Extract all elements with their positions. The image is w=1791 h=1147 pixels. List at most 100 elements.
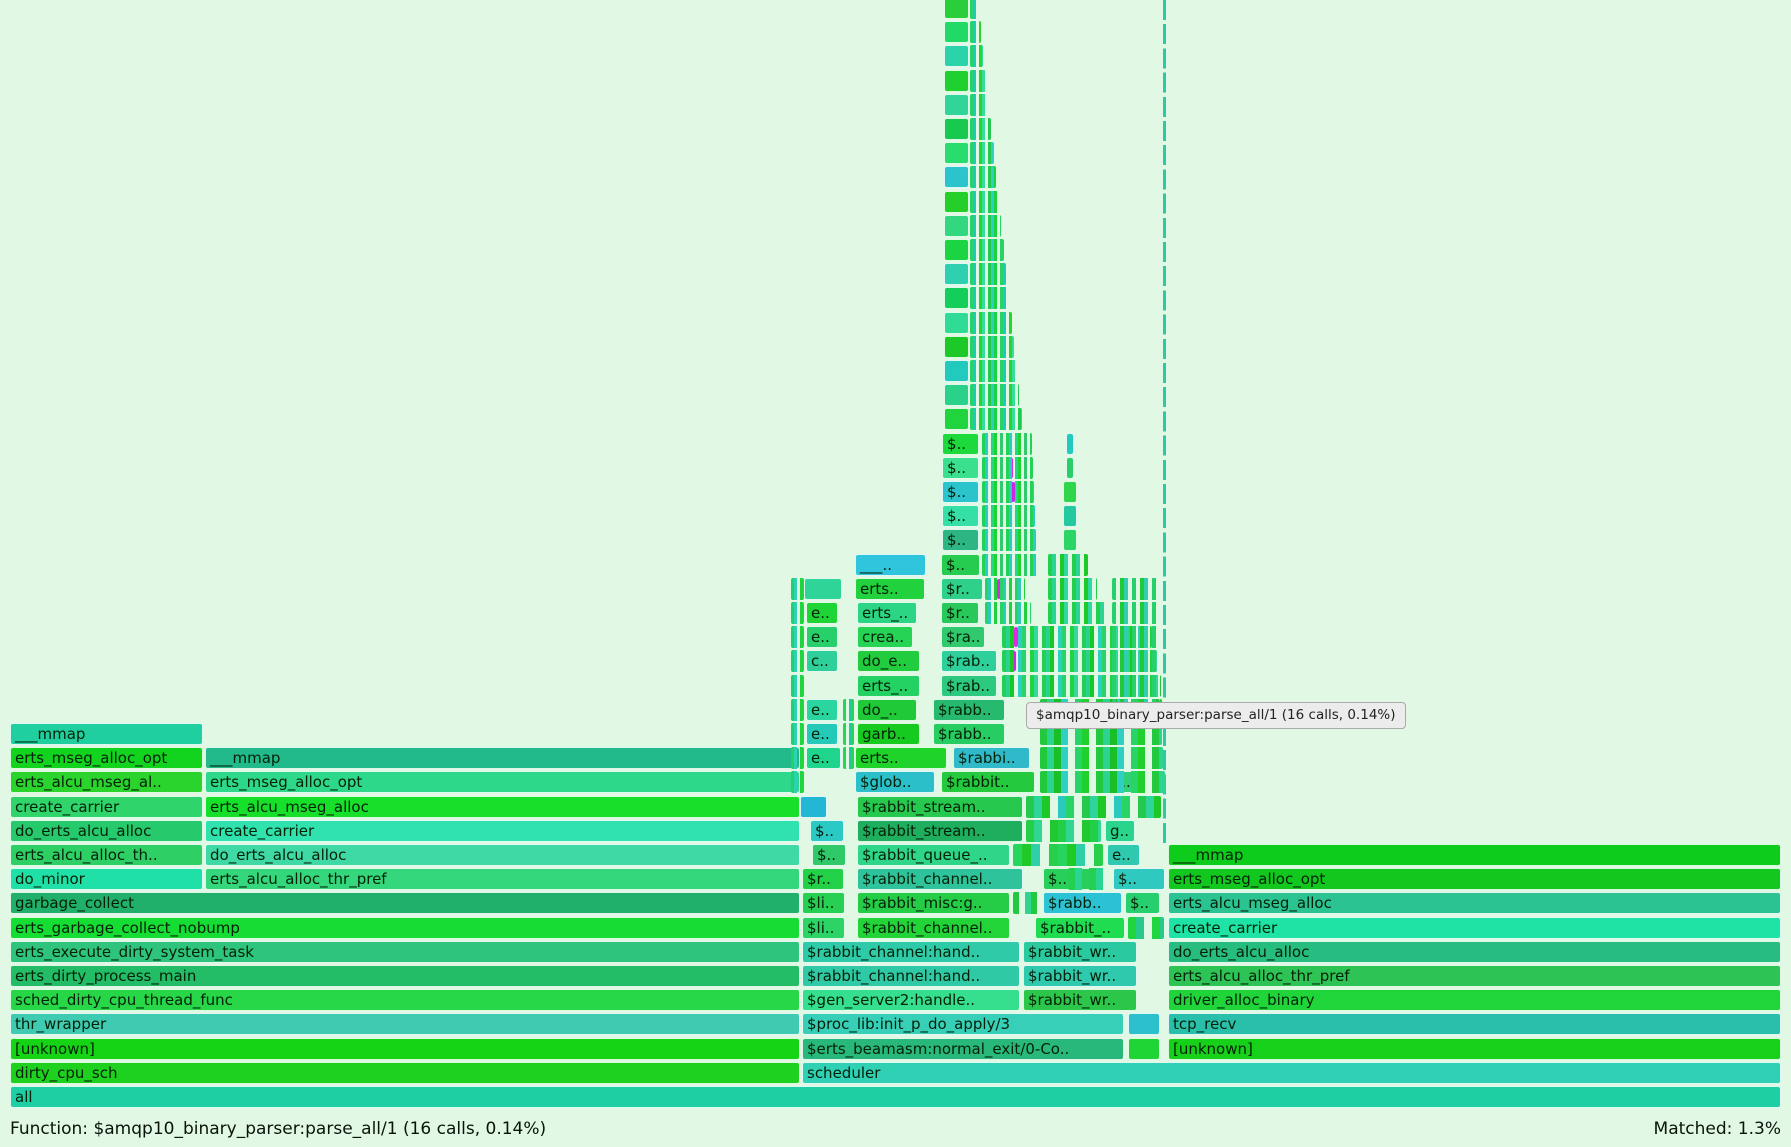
flame-frame[interactable]: $rabb.. <box>933 723 1005 745</box>
flame-frame-cluster[interactable] <box>1040 771 1165 794</box>
flame-frame-cluster[interactable] <box>791 577 804 600</box>
flame-frame[interactable]: $rabbit_wr.. <box>1023 989 1137 1012</box>
flame-frame[interactable]: e.. <box>806 698 838 721</box>
flame-frame[interactable] <box>944 142 969 165</box>
flame-frame[interactable] <box>804 577 842 600</box>
flame-frame-cluster[interactable] <box>970 408 1022 431</box>
flame-frame[interactable]: $rabb.. <box>1043 892 1122 915</box>
flame-frame-cluster[interactable] <box>970 190 999 213</box>
flame-frame-cluster[interactable] <box>970 263 1007 286</box>
flame-frame-cluster[interactable] <box>791 723 804 745</box>
flame-frame[interactable] <box>944 287 969 310</box>
flame-frame[interactable]: erts_alcu_mseg_alloc <box>1168 892 1781 915</box>
flame-frame-cluster[interactable] <box>791 771 804 794</box>
flame-frame-cluster[interactable] <box>970 21 981 44</box>
flame-frame-cluster[interactable] <box>1040 747 1164 770</box>
flame-frame-cluster[interactable] <box>970 239 1004 261</box>
flame-frame-cluster[interactable] <box>970 287 1010 310</box>
flame-frame[interactable]: do_minor <box>10 868 203 891</box>
flame-frame[interactable]: dirty_cpu_sch <box>10 1061 800 1084</box>
flame-frame[interactable]: $rabbit_wr.. <box>1023 940 1137 963</box>
flame-frame[interactable]: create_carrier <box>10 795 203 818</box>
flame-frame[interactable] <box>944 21 969 44</box>
flame-frame-cluster[interactable] <box>843 747 854 770</box>
flame-frame[interactable] <box>944 93 969 116</box>
flame-frame[interactable] <box>800 795 827 818</box>
flame-frame-cluster[interactable] <box>1026 819 1101 842</box>
flame-frame-cluster[interactable] <box>970 311 1012 334</box>
flame-frame[interactable]: erts_alcu_alloc_thr_pref <box>205 868 800 891</box>
flame-frame-cluster[interactable] <box>1112 650 1161 673</box>
flame-frame[interactable]: $.. <box>942 432 979 455</box>
flame-frame[interactable] <box>944 118 969 140</box>
flame-frame-cluster[interactable] <box>982 553 1037 576</box>
flame-frame[interactable]: e.. <box>806 602 838 624</box>
flame-frame[interactable]: $.. <box>942 456 979 479</box>
flame-frame[interactable]: $rab.. <box>941 650 997 673</box>
flame-frame-cluster[interactable] <box>970 142 994 165</box>
flame-frame-cluster[interactable] <box>843 723 854 745</box>
flame-frame[interactable]: e.. <box>806 747 841 770</box>
flame-frame-cluster[interactable] <box>1112 674 1162 697</box>
flame-frame-cluster[interactable] <box>1128 916 1164 939</box>
flame-frame[interactable]: erts_mseg_alloc_opt <box>205 771 800 794</box>
flame-frame-cluster[interactable] <box>970 69 986 92</box>
flame-frame[interactable]: $.. <box>942 505 979 528</box>
flame-frame[interactable]: driver_alloc_binary <box>1168 989 1781 1012</box>
flame-frame-cluster[interactable] <box>970 0 978 19</box>
flame-frame[interactable]: $rabbit_channel:hand.. <box>802 940 1020 963</box>
flame-frame[interactable]: ___mmap <box>1168 844 1781 866</box>
flame-frame[interactable]: do_e.. <box>857 650 920 673</box>
flame-frame[interactable]: erts_alcu_mseg_alloc <box>205 795 800 818</box>
flame-frame[interactable]: $gen_server2:handle.. <box>802 989 1020 1012</box>
flame-frame[interactable] <box>944 45 969 68</box>
flame-frame[interactable]: erts.. <box>855 747 947 770</box>
flame-frame[interactable]: $rabbit_channel.. <box>857 916 1010 939</box>
flame-frame[interactable]: $r.. <box>941 602 979 624</box>
flame-frame[interactable]: $erts_beamasm:normal_exit/0-Co.. <box>802 1037 1124 1060</box>
flame-frame-cluster[interactable] <box>1112 602 1159 624</box>
flame-frame-cluster[interactable] <box>982 505 1035 528</box>
flame-frame[interactable]: erts.. <box>855 577 925 600</box>
flame-frame[interactable]: erts_.. <box>857 674 920 697</box>
flame-frame[interactable]: $rabbit.. <box>941 771 1035 794</box>
flame-frame-cluster[interactable] <box>791 626 804 649</box>
flame-frame[interactable] <box>944 166 969 189</box>
flame-frame[interactable]: ___mmap <box>10 723 203 745</box>
flame-frame[interactable]: do_erts_alcu_alloc <box>10 819 203 842</box>
flame-frame[interactable]: scheduler <box>802 1061 1781 1084</box>
flame-frame[interactable]: $proc_lib:init_p_do_apply/3 <box>802 1013 1124 1036</box>
flame-frame[interactable]: $li.. <box>802 892 845 915</box>
flame-frame[interactable]: $.. <box>812 844 846 866</box>
flame-frame-cluster[interactable] <box>982 432 1032 455</box>
flame-frame-cluster[interactable] <box>1068 868 1110 891</box>
flame-frame[interactable]: crea.. <box>857 626 913 649</box>
flame-frame[interactable]: erts_alcu_alloc_thr_pref <box>1168 965 1781 987</box>
flame-frame-cluster[interactable] <box>970 166 997 189</box>
flame-frame[interactable]: erts_execute_dirty_system_task <box>10 940 800 963</box>
flame-frame-cluster[interactable] <box>985 602 1031 624</box>
flame-frame[interactable]: $rabbit_stream.. <box>857 795 1023 818</box>
flame-frame[interactable]: create_carrier <box>205 819 800 842</box>
flame-frame[interactable]: ___.. <box>855 553 926 576</box>
flame-frame[interactable]: sched_dirty_cpu_thread_func <box>10 989 800 1012</box>
flame-frame[interactable]: erts_alcu_mseg_al.. <box>10 771 203 794</box>
flame-frame[interactable]: $rab.. <box>941 674 997 697</box>
flame-frame-cluster[interactable] <box>970 335 1015 358</box>
flame-frame-cluster[interactable] <box>970 45 984 68</box>
flame-frame-cluster[interactable] <box>982 456 1033 479</box>
flame-frame[interactable]: e.. <box>1107 844 1140 866</box>
flame-frame-cluster[interactable] <box>1112 577 1158 600</box>
flame-frame[interactable]: $rabbit_queue_.. <box>857 844 1010 866</box>
flame-frame[interactable]: do_erts_alcu_alloc <box>1168 940 1781 963</box>
flame-frame[interactable]: ___mmap <box>205 747 800 770</box>
flame-frame[interactable] <box>944 263 969 286</box>
flame-frame[interactable]: $rabbit_stream.. <box>857 819 1023 842</box>
flame-frame[interactable] <box>944 0 969 19</box>
flame-frame-cluster[interactable] <box>970 360 1017 382</box>
flame-frame-cluster[interactable] <box>843 698 854 721</box>
flame-frame-cluster[interactable] <box>1026 795 1161 818</box>
flame-frame[interactable]: e.. <box>806 723 838 745</box>
flame-frame-cluster[interactable] <box>791 747 804 770</box>
flame-frame[interactable]: e.. <box>806 626 838 649</box>
